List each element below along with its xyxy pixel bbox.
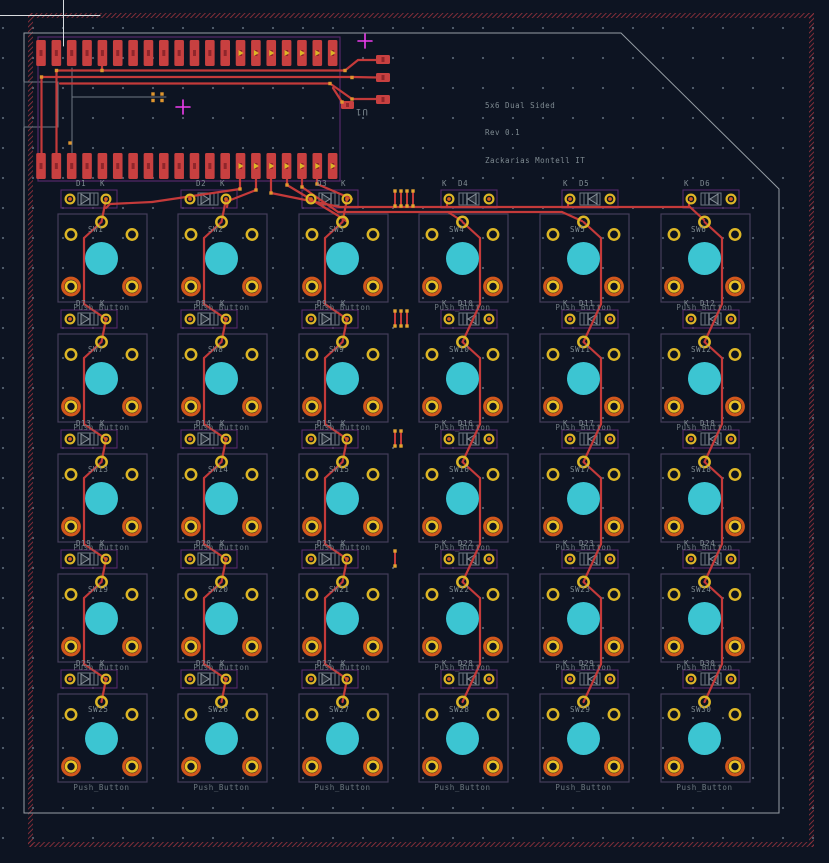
diode-footprint-D21[interactable] [305, 553, 353, 565]
ratsnest-stubs [393, 189, 415, 568]
switch-footprint-SW13[interactable] [61, 455, 142, 537]
diode-footprint-D29[interactable] [564, 673, 616, 685]
diode-footprint-D10[interactable] [443, 313, 495, 325]
diode-footprint-D4[interactable] [443, 193, 495, 205]
switch-footprint-SW16[interactable] [422, 455, 503, 537]
switch-footprint-SW24[interactable] [664, 575, 745, 657]
diode-footprint-D8[interactable] [184, 313, 232, 325]
diode-footprint-D3[interactable] [305, 193, 353, 205]
diode-footprint-D6[interactable] [685, 193, 737, 205]
diode-footprint-D23[interactable] [564, 553, 616, 565]
switch-footprint-SW6[interactable] [664, 215, 745, 297]
diode-footprint-D2[interactable] [184, 193, 232, 205]
diode-footprint-D25[interactable] [64, 673, 112, 685]
switch-footprint-SW1[interactable] [61, 215, 142, 297]
keepout-hatch-border [28, 13, 814, 847]
diode-footprint-D1[interactable] [64, 193, 112, 205]
switch-footprint-SW2[interactable] [181, 215, 262, 297]
switch-footprint-SW19[interactable] [61, 575, 142, 657]
diode-footprint-D16[interactable] [443, 433, 495, 445]
diode-footprint-D11[interactable] [564, 313, 616, 325]
switch-footprint-SW4[interactable] [422, 215, 503, 297]
diode-footprint-D20[interactable] [184, 553, 232, 565]
switch-footprint-SW5[interactable] [543, 215, 624, 297]
controller-module-u1[interactable] [36, 40, 390, 179]
diode-footprint-D5[interactable] [564, 193, 616, 205]
diode-footprint-D26[interactable] [184, 673, 232, 685]
board-edge-outline [23, 32, 780, 814]
switch-footprint-SW26[interactable] [181, 695, 262, 777]
switch-footprint-SW14[interactable] [181, 455, 262, 537]
switch-footprint-SW21[interactable] [302, 575, 383, 657]
diode-footprint-D12[interactable] [685, 313, 737, 325]
switch-footprint-SW25[interactable] [61, 695, 142, 777]
switch-footprint-SW8[interactable] [181, 335, 262, 417]
diode-footprint-D9[interactable] [305, 313, 353, 325]
switch-footprint-SW3[interactable] [302, 215, 383, 297]
cursor-crosshair [0, 0, 101, 47]
via-dots [39, 68, 354, 195]
switch-footprint-SW15[interactable] [302, 455, 383, 537]
diode-footprint-D19[interactable] [64, 553, 112, 565]
switch-footprint-SW12[interactable] [664, 335, 745, 417]
footprint-outlines [37, 36, 751, 783]
switch-footprint-SW10[interactable] [422, 335, 503, 417]
switch-footprint-SW20[interactable] [181, 575, 262, 657]
diode-footprint-D30[interactable] [685, 673, 737, 685]
diode-footprint-D13[interactable] [64, 433, 112, 445]
switch-footprint-SW9[interactable] [302, 335, 383, 417]
switch-footprint-SW18[interactable] [664, 455, 745, 537]
diode-footprint-D24[interactable] [685, 553, 737, 565]
diode-footprint-D18[interactable] [685, 433, 737, 445]
switch-footprint-SW17[interactable] [543, 455, 624, 537]
diode-footprint-D14[interactable] [184, 433, 232, 445]
switch-footprint-SW7[interactable] [61, 335, 142, 417]
copper-traces[interactable] [40, 58, 724, 704]
switch-footprint-SW22[interactable] [422, 575, 503, 657]
switch-footprint-SW23[interactable] [543, 575, 624, 657]
switch-footprint-SW29[interactable] [543, 695, 624, 777]
switch-footprint-SW28[interactable] [422, 695, 503, 777]
diode-footprint-D15[interactable] [305, 433, 353, 445]
switch-footprint-SW30[interactable] [664, 695, 745, 777]
diode-footprint-D7[interactable] [64, 313, 112, 325]
placement-cross-markers [175, 33, 373, 115]
switch-footprint-SW11[interactable] [543, 335, 624, 417]
diode-footprint-D22[interactable] [443, 553, 495, 565]
diode-footprint-D27[interactable] [305, 673, 353, 685]
diode-footprint-D28[interactable] [443, 673, 495, 685]
diode-footprint-D17[interactable] [564, 433, 616, 445]
switch-footprint-SW27[interactable] [302, 695, 383, 777]
